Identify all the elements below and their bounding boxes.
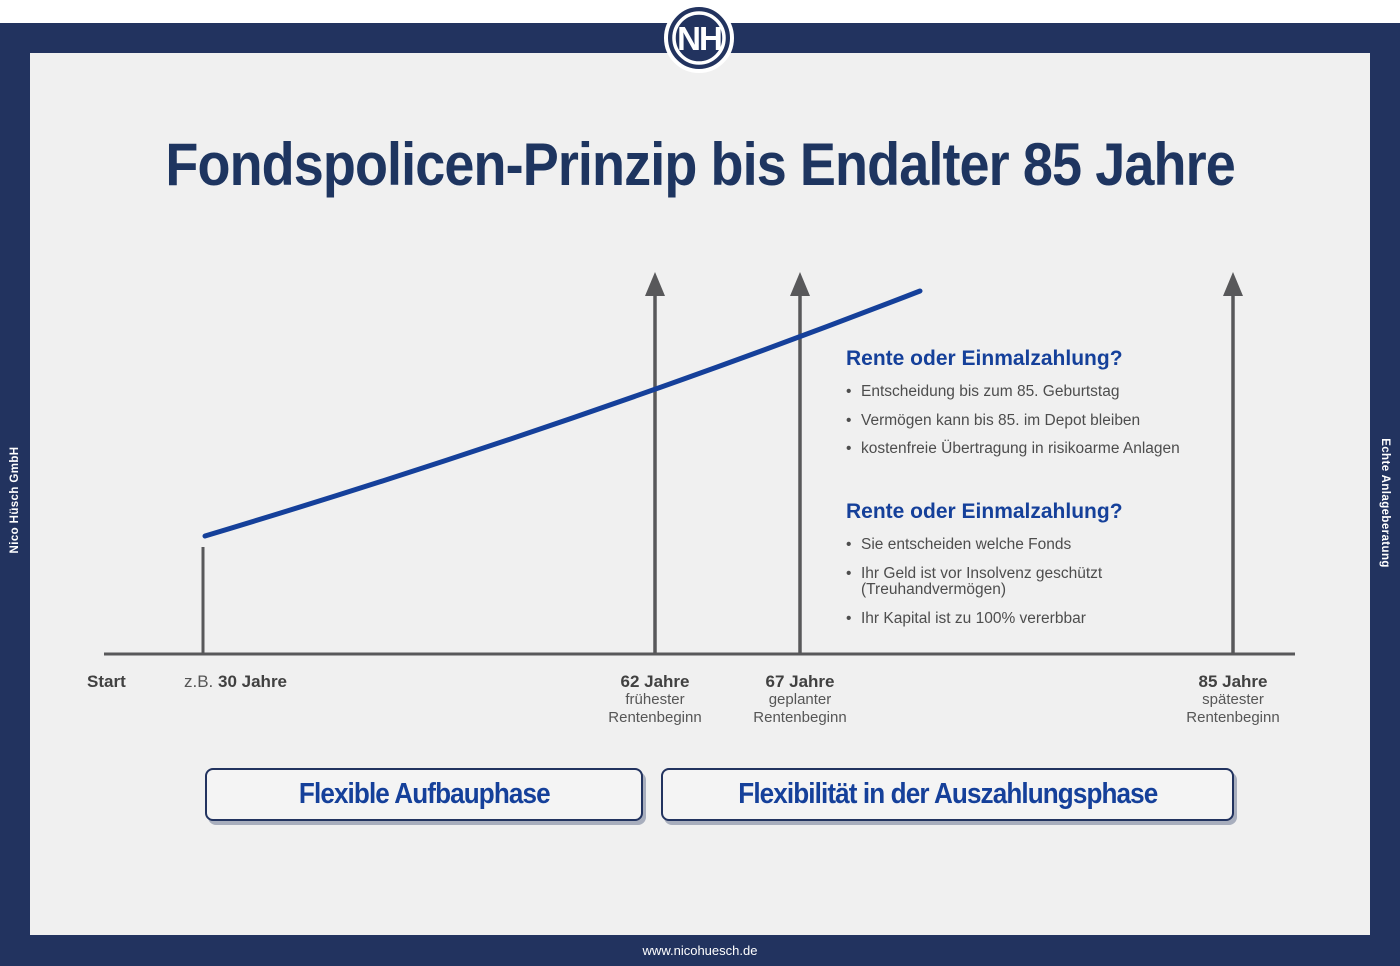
bullet-item: Entscheidung bis zum 85. Geburtstag (846, 383, 1266, 401)
growth-line (202, 288, 923, 539)
milestone-age: 62 Jahre (620, 672, 690, 691)
phase-box-label: Flexible Aufbauphase (298, 778, 551, 810)
milestone-67: 67 Jahre geplanter Rentenbeginn (710, 672, 890, 727)
milestone-line2: spätester (1202, 691, 1264, 708)
start-age-value: 30 Jahre (218, 672, 288, 691)
bullet-item: Sie entscheiden welche Fonds (846, 536, 1266, 554)
info-block-payout-decision: Rente oder Einmalzahlung? Entscheidung b… (846, 347, 1266, 470)
phase-box-label: Flexibilität in der Auszahlungsphase (737, 778, 1158, 810)
page-title: Fondspolicen-Prinzip bis Endalter 85 Jah… (165, 131, 1235, 198)
arrow-67-icon (790, 272, 810, 654)
milestone-62: 62 Jahre frühester Rentenbeginn (565, 672, 745, 727)
arrow-62-icon (645, 272, 665, 654)
logo-ring (672, 11, 726, 65)
phase-box-payout: Flexibilität in der Auszahlungsphase (661, 768, 1234, 821)
left-edge-company-text: Nico Hüsch GmbH (9, 446, 21, 554)
info-block-fund-benefits: Rente oder Einmalzahlung? Sie entscheide… (846, 500, 1266, 639)
milestone-line2: frühester (625, 691, 685, 708)
milestone-85: 85 Jahre spätester Rentenbeginn (1143, 672, 1323, 727)
bullet-item: kostenfreie Übertragung in risikoarme An… (846, 440, 1266, 458)
bullet-item: Ihr Kapital ist zu 100% vererbbar (846, 610, 1266, 628)
info-bullet-list: Sie entscheiden welche Fonds Ihr Geld is… (846, 536, 1266, 628)
timeline-start-age-label: z.B. 30 Jahre (184, 672, 287, 692)
bullet-item: Vermögen kann bis 85. im Depot bleiben (846, 412, 1266, 430)
footer-url: www.nicohuesch.de (642, 943, 758, 958)
info-heading: Rente oder Einmalzahlung? (846, 500, 1123, 523)
milestone-line3: Rentenbeginn (753, 709, 847, 726)
milestone-line3: Rentenbeginn (1186, 709, 1280, 726)
milestone-age: 85 Jahre (1198, 672, 1268, 691)
info-bullet-list: Entscheidung bis zum 85. Geburtstag Verm… (846, 383, 1266, 458)
start-age-prefix: z.B. (184, 672, 219, 691)
timeline-start-label: Start (87, 672, 126, 691)
info-heading: Rente oder Einmalzahlung? (846, 347, 1123, 370)
milestone-line3: Rentenbeginn (608, 709, 702, 726)
bullet-item: Ihr Geld ist vor Insolvenz geschützt (Tr… (846, 565, 1266, 599)
phase-box-accumulation: Flexible Aufbauphase (205, 768, 643, 821)
logo-monogram: NH (677, 20, 721, 57)
right-edge-slogan-text: Echte Anlageberatung (1379, 438, 1391, 568)
milestone-line2: geplanter (768, 691, 832, 708)
milestone-age: 67 Jahre (765, 672, 835, 691)
nh-logo: NH (664, 3, 734, 73)
